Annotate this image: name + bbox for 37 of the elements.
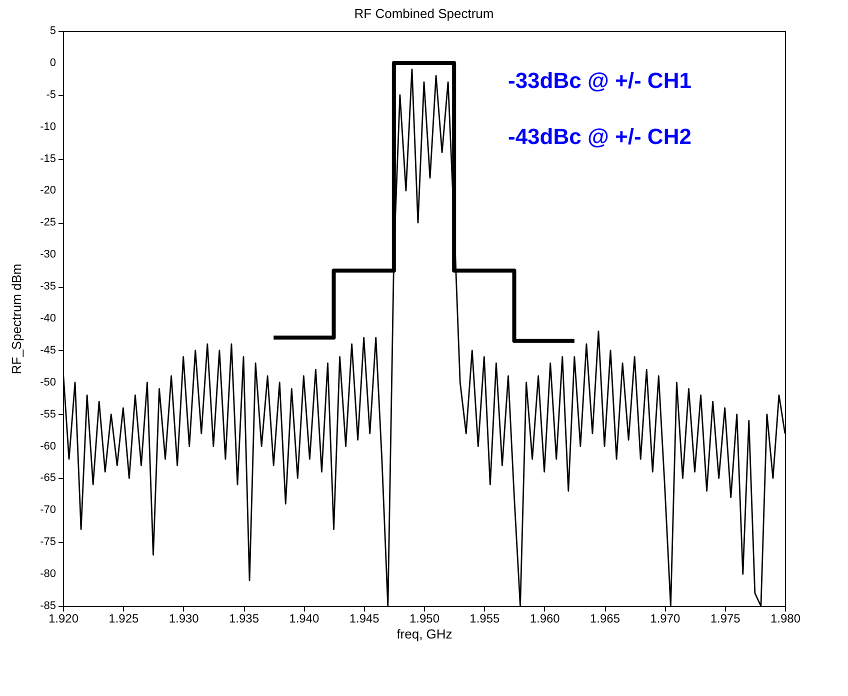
y-axis-title: RF_Spectrum dBm: [9, 264, 24, 374]
x-tick-label: 1.975: [710, 612, 741, 626]
x-tick-label: 1.955: [470, 612, 500, 626]
x-tick-label: 1.945: [349, 612, 380, 626]
annotation: -33dBc @ +/- CH1: [508, 68, 692, 93]
x-tick-label: 1.940: [289, 612, 320, 626]
y-tick-label: 0: [50, 56, 56, 69]
x-tick-label: 1.925: [108, 612, 140, 626]
y-tick-label: -35: [40, 280, 56, 293]
y-tick-label: -40: [40, 312, 56, 324]
y-tick-label: -50: [40, 376, 56, 388]
y-tick-label: -5: [46, 88, 56, 101]
y-tick-label: -60: [40, 440, 56, 452]
y-tick-label: -55: [40, 408, 56, 420]
y-tick-label: -20: [40, 184, 56, 197]
annotation: -43dBc @ +/- CH2: [508, 124, 692, 149]
x-tick-label: 1.970: [650, 612, 681, 626]
y-tick-label: -15: [40, 152, 56, 165]
y-tick-label: -70: [40, 504, 56, 516]
x-axis-title: freq, GHz: [396, 626, 452, 642]
y-tick-label: 5: [50, 25, 56, 37]
y-tick-label: -85: [40, 600, 56, 612]
y-tick-label: -75: [40, 536, 56, 548]
y-tick-label: -45: [40, 344, 56, 356]
x-tick-label: 1.965: [590, 612, 620, 626]
x-tick-label: 1.960: [530, 612, 560, 626]
y-tick-label: -25: [40, 216, 56, 229]
x-tick-label: 1.950: [409, 612, 440, 626]
chart-title: RF Combined Spectrum: [354, 6, 494, 21]
y-tick-label: -65: [40, 472, 56, 484]
y-tick-label: -80: [40, 568, 56, 580]
x-tick-label: 1.920: [48, 612, 79, 626]
y-tick-label: -10: [40, 120, 56, 133]
x-tick-label: 1.930: [168, 612, 200, 626]
x-tick-label: 1.935: [228, 612, 260, 626]
x-tick-label: 1.980: [770, 612, 801, 626]
y-tick-label: -30: [40, 248, 56, 261]
